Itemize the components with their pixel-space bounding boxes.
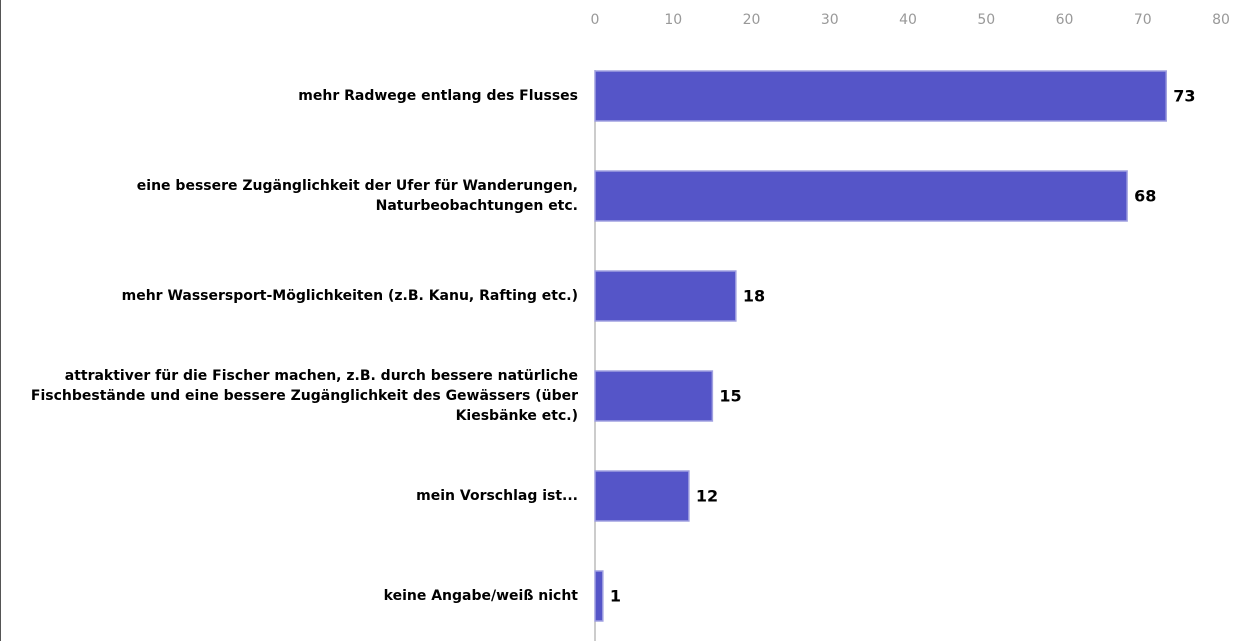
category-label: eine bessere Zugänglichkeit der Ufer für… <box>136 178 578 214</box>
value-label: 73 <box>1173 87 1195 106</box>
bar <box>594 170 1128 222</box>
value-label: 15 <box>719 387 741 406</box>
bar <box>594 470 690 522</box>
x-tick-label: 60 <box>1056 12 1074 28</box>
value-label: 18 <box>743 287 765 306</box>
x-tick-label: 10 <box>664 12 682 28</box>
category-label: attraktiver für die Fischer machen, z.B.… <box>30 368 578 424</box>
x-tick-label: 20 <box>743 12 761 28</box>
category-label: mehr Wassersport-Möglichkeiten (z.B. Kan… <box>121 288 578 304</box>
x-tick-label: 70 <box>1134 12 1152 28</box>
x-tick-label: 0 <box>591 12 600 28</box>
category-label: keine Angabe/weiß nicht <box>383 588 578 604</box>
x-tick-label: 30 <box>821 12 839 28</box>
value-label: 1 <box>610 587 621 606</box>
value-label: 12 <box>696 487 718 506</box>
bar <box>594 70 1167 122</box>
category-label: mehr Radwege entlang des Flusses <box>298 88 578 104</box>
value-label: 68 <box>1134 187 1156 206</box>
bar <box>594 270 737 322</box>
x-tick-label: 40 <box>899 12 917 28</box>
category-label: mein Vorschlag ist... <box>416 488 578 504</box>
bar <box>594 570 604 622</box>
x-tick-label: 80 <box>1212 12 1230 28</box>
x-tick-label: 50 <box>977 12 995 28</box>
bar <box>594 370 714 422</box>
